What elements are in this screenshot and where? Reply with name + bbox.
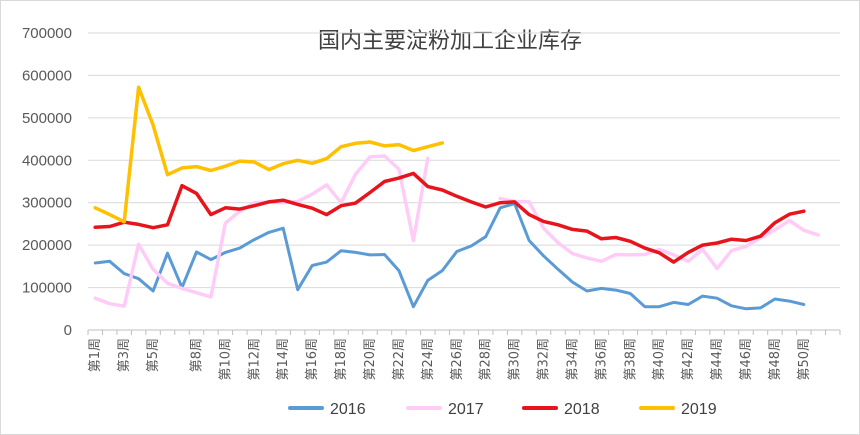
x-tick-label: 第3周: [117, 338, 132, 372]
y-tick-label: 700000: [22, 25, 72, 42]
y-tick-label: 300000: [22, 195, 72, 212]
legend-label-2019: 2019: [681, 401, 717, 418]
x-tick-label: 第24周: [421, 338, 436, 381]
x-tick-label: 第14周: [276, 338, 291, 381]
x-tick-label: 第50周: [797, 338, 812, 381]
series-line-2016: [93, 202, 806, 311]
x-tick-label: 第40周: [652, 338, 667, 381]
x-tick-label: 第32周: [537, 338, 552, 381]
y-tick-label: 200000: [22, 237, 72, 254]
series-lines: [93, 85, 821, 311]
x-tick-label: 第12周: [247, 338, 262, 381]
y-tick-label: 100000: [22, 280, 72, 297]
x-tick-label: 第42周: [681, 338, 696, 381]
x-tick-label: 第38周: [623, 338, 638, 381]
x-tick-label: 第36周: [594, 338, 609, 381]
x-tick-label: 第18周: [334, 338, 349, 381]
legend-label-2016: 2016: [330, 401, 366, 418]
series-line-2018: [93, 171, 806, 264]
gridlines: [88, 32, 840, 331]
legend-label-2017: 2017: [448, 401, 484, 418]
x-tick-label: 第46周: [739, 338, 754, 381]
x-tick-label: 第28周: [479, 338, 494, 381]
x-tick-label: 第8周: [189, 338, 204, 372]
x-tick-label: 第44周: [710, 338, 725, 381]
y-axis-ticks: 0 100000 200000 300000 400000 500000 600000 700…: [22, 25, 72, 339]
x-tick-label: 第20周: [363, 338, 378, 381]
x-tick-label: 第16周: [305, 338, 320, 381]
x-tick-label: 第10周: [218, 338, 233, 381]
x-tick-label: 第48周: [768, 338, 783, 381]
x-tick-label: 第26周: [450, 338, 465, 381]
series-line-2019: [93, 85, 445, 224]
x-tick-label: 第1周: [88, 338, 103, 372]
x-tick-label: 第22周: [392, 338, 407, 381]
x-axis-ticks: 第1周 第3周 第5周 第8周 第10周 第12周 第14周 第16周 第18周 第20周 第22周…: [87, 330, 841, 381]
y-tick-label: 500000: [22, 110, 72, 127]
x-tick-label: 第34周: [565, 338, 580, 381]
legend-label-2018: 2018: [564, 401, 600, 418]
y-tick-label: 400000: [22, 152, 72, 169]
legend: 2016 2017 2018 2019: [288, 401, 717, 418]
y-tick-label: 0: [64, 322, 72, 339]
x-tick-label: 第5周: [146, 338, 161, 372]
x-tick-label: 第30周: [508, 338, 523, 381]
y-tick-label: 600000: [22, 67, 72, 84]
